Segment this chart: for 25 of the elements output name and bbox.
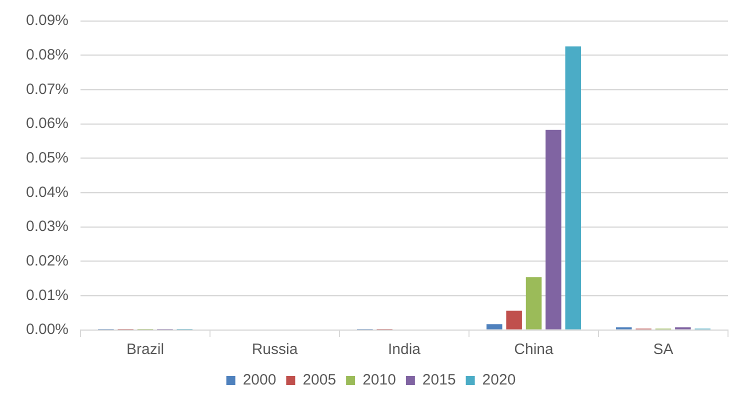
y-tick-label: 0.01% xyxy=(26,286,69,304)
legend-label: 2005 xyxy=(302,372,336,389)
y-tick-label: 0.02% xyxy=(26,252,69,270)
y-tick-label: 0.06% xyxy=(26,115,69,132)
x-tick-label: Russia xyxy=(252,341,298,358)
y-tick-label: 0.04% xyxy=(26,184,69,201)
legend-label: 2015 xyxy=(422,372,456,389)
legend-label: 2000 xyxy=(242,372,276,389)
x-tick-label: China xyxy=(514,341,554,358)
y-tick-label: 0.00% xyxy=(26,321,69,338)
bar xyxy=(565,46,581,330)
y-tick-label: 0.05% xyxy=(26,149,69,166)
x-tick-label: Brazil xyxy=(126,341,164,358)
legend-label: 2010 xyxy=(362,372,396,389)
y-tick-label: 0.03% xyxy=(26,218,69,236)
bar xyxy=(526,277,542,330)
legend-label: 2020 xyxy=(482,372,516,389)
y-tick-label: 0.07% xyxy=(26,80,69,98)
bar xyxy=(546,130,562,330)
x-tick-label: India xyxy=(388,341,422,358)
bar xyxy=(506,310,522,330)
y-tick-label: 0.08% xyxy=(26,46,69,64)
x-tick-label: SA xyxy=(653,341,674,358)
bar xyxy=(486,324,502,330)
y-tick-label: 0.09% xyxy=(26,12,69,30)
